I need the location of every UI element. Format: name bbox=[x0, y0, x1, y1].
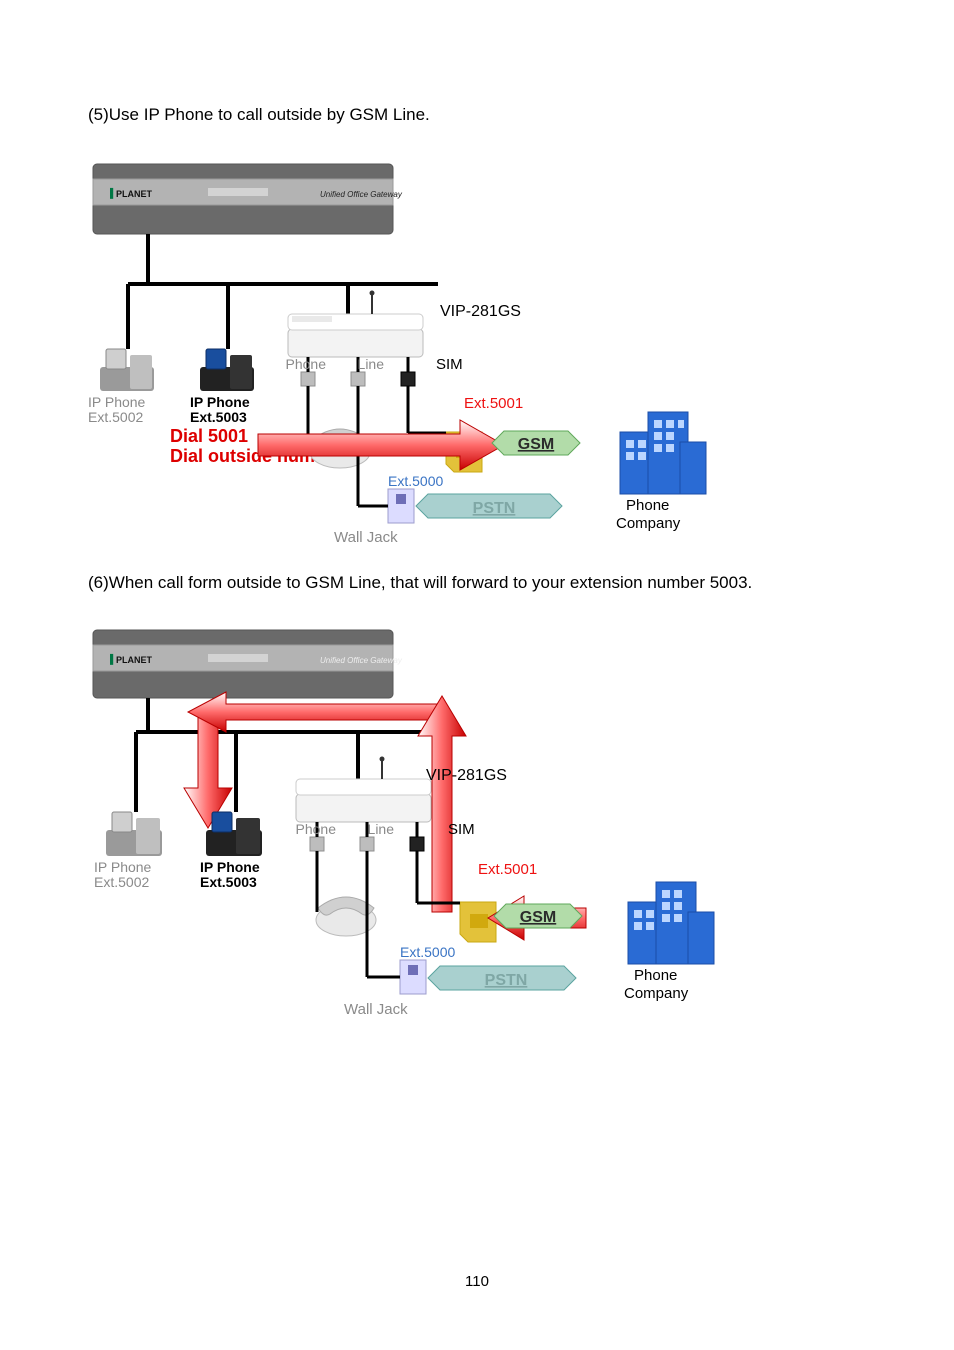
ipphone1-line1: IP Phone bbox=[88, 394, 146, 410]
company-line2: Company bbox=[616, 515, 681, 532]
paragraph-5: (5)Use IP Phone to call outside by GSM L… bbox=[88, 103, 866, 127]
walljack-label: Wall Jack bbox=[334, 529, 398, 546]
page-number: 110 bbox=[0, 1273, 954, 1290]
gateway-title-text: Unified Office Gateway bbox=[320, 190, 403, 199]
port-phone-label: Phone bbox=[286, 356, 327, 372]
ip-phone-2-icon bbox=[200, 349, 254, 391]
wall-jack-icon bbox=[388, 489, 414, 523]
ip-phone-2-icon bbox=[206, 812, 262, 856]
vip-gateway bbox=[296, 756, 431, 822]
pstn-label: PSTN bbox=[485, 972, 528, 989]
port-sim-label: SIM bbox=[448, 821, 475, 838]
gsm-pill: GSM bbox=[494, 904, 582, 928]
company-line1: Phone bbox=[634, 967, 677, 984]
diagram-1: ▌ PLANET Unified Office Gateway VIP-281G… bbox=[88, 144, 866, 554]
phone-company-icon bbox=[628, 882, 714, 964]
pstn-pill: PSTN bbox=[416, 494, 562, 518]
ipphone1-line2: Ext.5002 bbox=[94, 874, 149, 890]
ipphone2-line1: IP Phone bbox=[200, 859, 260, 875]
dial-line1: Dial 5001 bbox=[170, 426, 248, 446]
pstn-pill: PSTN bbox=[428, 966, 576, 990]
ext-5000-label: Ext.5000 bbox=[388, 473, 443, 489]
paragraph-6: (6)When call form outside to GSM Line, t… bbox=[88, 571, 866, 595]
phone-company-icon bbox=[620, 412, 706, 494]
company-line1: Phone bbox=[626, 497, 669, 514]
ext-5001-label: Ext.5001 bbox=[464, 395, 523, 412]
ipphone1-line1: IP Phone bbox=[94, 859, 152, 875]
gsm-label: GSM bbox=[518, 436, 554, 453]
port-line-label: Line bbox=[368, 821, 395, 837]
vip-label: VIP-281GS bbox=[426, 767, 507, 784]
rack-gateway: ▌ PLANET Unified Office Gateway bbox=[93, 630, 403, 698]
gateway-brand-text: PLANET bbox=[116, 655, 153, 665]
ipphone2-line1: IP Phone bbox=[190, 394, 250, 410]
sim-icon bbox=[460, 902, 496, 942]
gsm-pill: GSM bbox=[492, 431, 580, 455]
port-phone-label: Phone bbox=[296, 821, 337, 837]
ip-phone-1-icon bbox=[100, 349, 154, 391]
gsm-label: GSM bbox=[520, 909, 556, 926]
diagram-2: ▌ PLANET Unified Office Gateway bbox=[88, 612, 866, 1032]
vip-label: VIP-281GS bbox=[440, 303, 521, 320]
ip-phone-1-icon bbox=[106, 812, 162, 856]
gateway-brand-text: PLANET bbox=[116, 189, 153, 199]
walljack-label: Wall Jack bbox=[344, 1001, 408, 1018]
page: (5)Use IP Phone to call outside by GSM L… bbox=[0, 0, 954, 1350]
ipphone2-line2: Ext.5003 bbox=[200, 874, 257, 890]
ipphone2-line2: Ext.5003 bbox=[190, 409, 247, 425]
wall-jack-icon bbox=[400, 960, 426, 994]
ext-5001-label: Ext.5001 bbox=[478, 861, 537, 878]
ipphone1-line2: Ext.5002 bbox=[88, 409, 143, 425]
pstn-label: PSTN bbox=[473, 500, 516, 517]
vip-gateway bbox=[288, 290, 423, 357]
port-sim-label: SIM bbox=[436, 356, 463, 373]
gateway-title-text: Unified Office Gateway bbox=[320, 656, 403, 665]
ext-5000-label: Ext.5000 bbox=[400, 944, 455, 960]
port-line-label: Line bbox=[358, 356, 385, 372]
rack-gateway: ▌ PLANET Unified Office Gateway bbox=[93, 164, 403, 234]
company-line2: Company bbox=[624, 985, 689, 1002]
